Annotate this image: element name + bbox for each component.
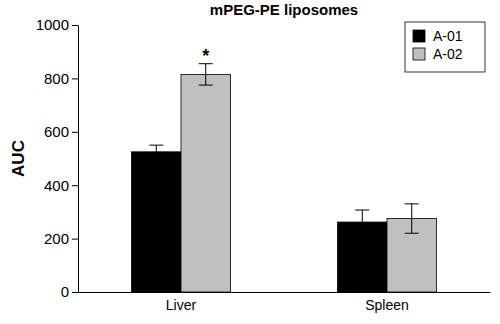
tick-label: 1000 [36,16,69,33]
tick-label: 800 [44,70,69,87]
legend-label: A-02 [433,46,463,62]
tick-mark [72,185,78,186]
legend-entry: A-02 [413,46,463,62]
tick: Liver [166,292,197,313]
tick-label: Spleen [365,297,409,313]
tick-label: 400 [44,177,69,194]
legend: A-01 A-02 [405,22,485,72]
tick-mark [72,239,78,240]
marks [132,64,437,292]
tick-label: 200 [44,230,69,247]
legend-label: A-01 [433,28,463,44]
tick-label: 0 [61,283,69,300]
legend-frame [405,22,485,72]
chart: * 0 200 400 600 800 1000 Liver Spleen mPEG-PE lip… [0,0,500,324]
legend-swatch [413,48,425,60]
axis-line [79,292,491,293]
error-bar [405,204,419,233]
tick-mark [72,132,78,133]
tick-label: Liver [166,297,197,313]
error-bar [199,64,213,85]
legend-swatch [413,30,425,42]
axis-line [78,26,79,293]
tick: 0 [61,283,78,300]
axis-title: AUC [9,140,28,177]
y-axis: 0 200 400 600 800 1000 [36,16,79,300]
tick-mark [72,78,78,79]
tick: 800 [44,70,78,87]
plot: * 0 200 400 600 800 1000 Liver Spleen [36,16,491,313]
tick: Spleen [365,292,409,313]
legend-entry: A-01 [413,28,463,44]
title: mPEG-PE liposomes [210,1,358,18]
bar [132,152,181,292]
tick-label: 600 [44,123,69,140]
error-bar [149,145,163,158]
tick: 200 [44,230,78,247]
x-axis: Liver Spleen [79,292,491,313]
tick: 600 [44,123,78,140]
tick-mark [72,292,78,293]
error-bar [355,210,369,234]
tick: 400 [44,177,78,194]
bar [181,74,230,292]
tick-mark [72,25,78,26]
tick: 1000 [36,16,78,33]
annotation: * [202,46,209,66]
